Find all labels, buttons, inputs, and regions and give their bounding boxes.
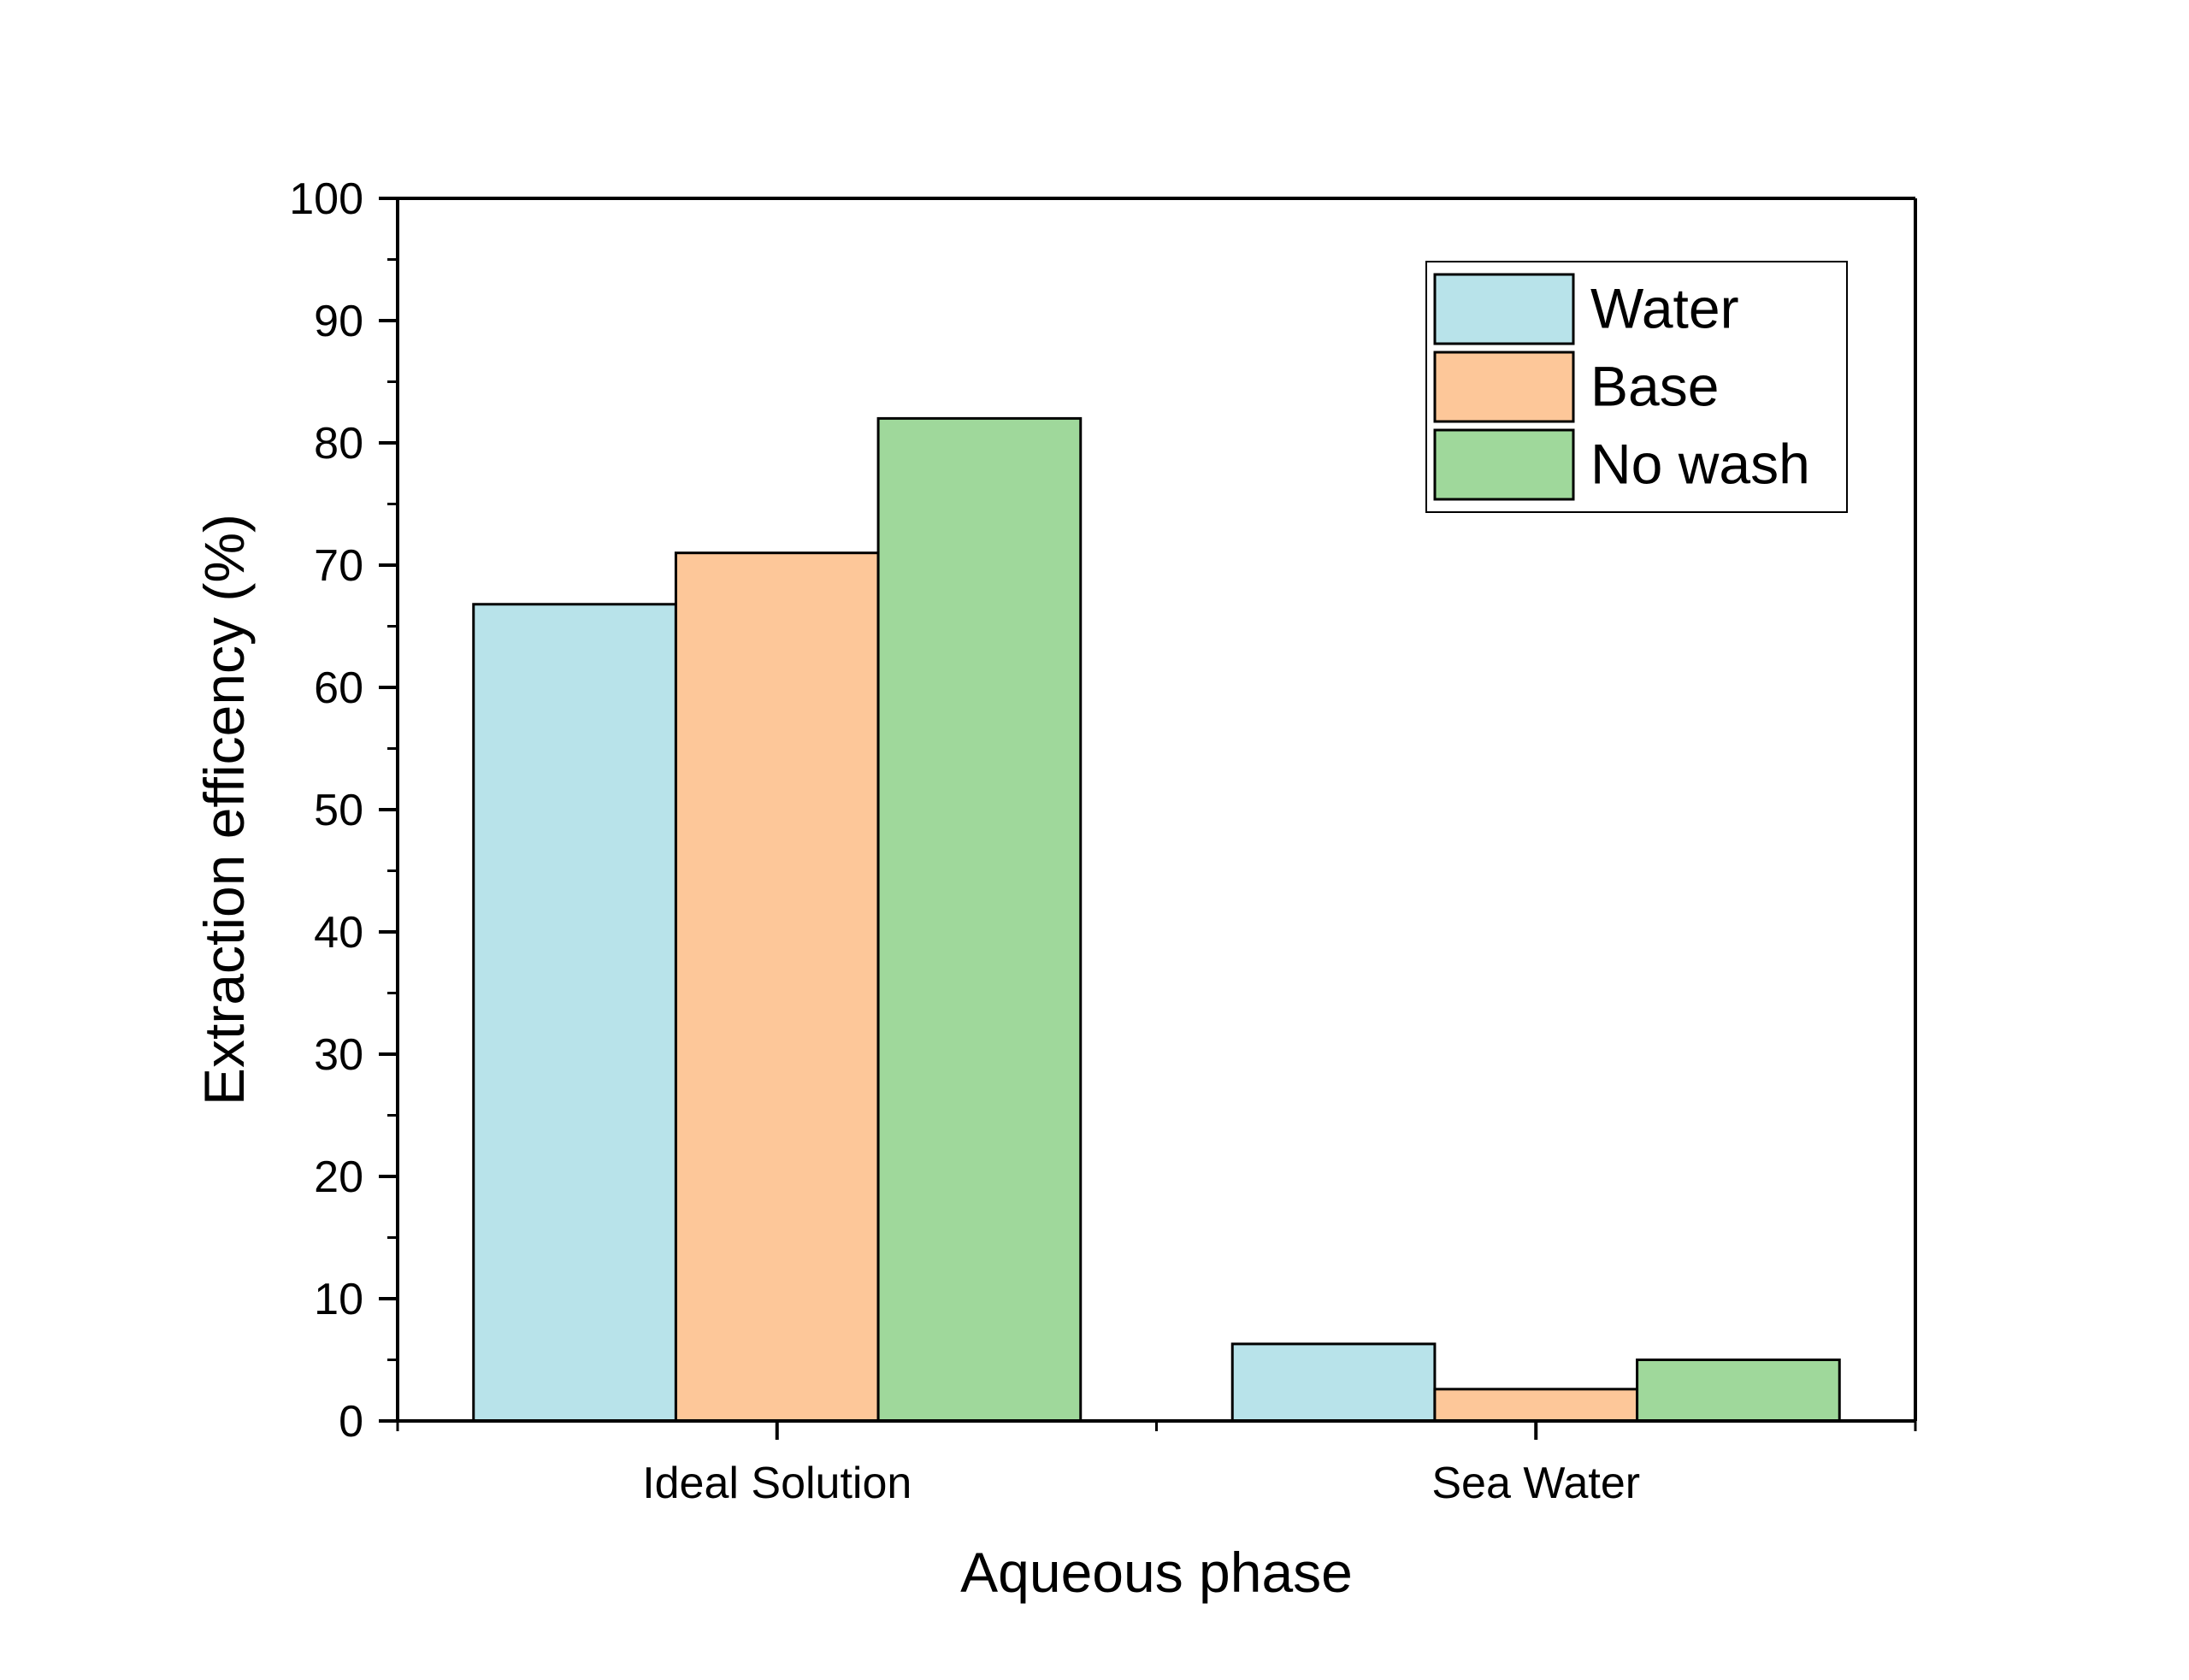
bar-no-wash-sea-water <box>1636 1359 1841 1423</box>
bar-base-ideal-solution <box>674 551 880 1423</box>
x-tick-label-ideal-solution: Ideal Solution <box>642 1459 912 1508</box>
x-tick-label-sea-water: Sea Water <box>1431 1459 1640 1508</box>
legend-label-no-wash: No wash <box>1590 433 1810 496</box>
y-axis-title: Extraction efficency (%) <box>192 514 256 1105</box>
legend-label-water: Water <box>1590 277 1739 340</box>
axes-layer <box>379 197 1917 1440</box>
y-tick-label: 80 <box>314 419 363 469</box>
bar-water-sea-water <box>1230 1342 1437 1423</box>
y-tick-label: 40 <box>314 908 363 958</box>
y-tick-label: 10 <box>314 1275 363 1324</box>
labels-layer: Aqueous phase Extraction efficency (%) 0… <box>192 174 1640 1604</box>
bar-no-wash-ideal-solution <box>876 416 1083 1423</box>
bars-layer <box>472 416 1841 1423</box>
y-tick-label: 60 <box>314 663 363 713</box>
y-tick-label: 100 <box>289 174 363 224</box>
bar-base-sea-water <box>1433 1388 1639 1423</box>
y-tick-label: 30 <box>314 1030 363 1080</box>
bar-water-ideal-solution <box>472 603 677 1423</box>
y-tick-label: 70 <box>314 541 363 591</box>
legend: Water Base No wash <box>1425 261 1848 513</box>
y-tick-label: 0 <box>339 1397 363 1447</box>
y-tick-label: 90 <box>314 297 363 346</box>
legend-label-base: Base <box>1590 355 1719 418</box>
y-tick-label: 50 <box>314 786 363 835</box>
legend-swatch-no-wash <box>1433 428 1575 501</box>
x-axis-title: Aqueous phase <box>960 1541 1353 1604</box>
legend-swatch-water <box>1433 273 1575 345</box>
y-tick-label: 20 <box>314 1152 363 1202</box>
legend-swatch-base <box>1433 351 1575 423</box>
